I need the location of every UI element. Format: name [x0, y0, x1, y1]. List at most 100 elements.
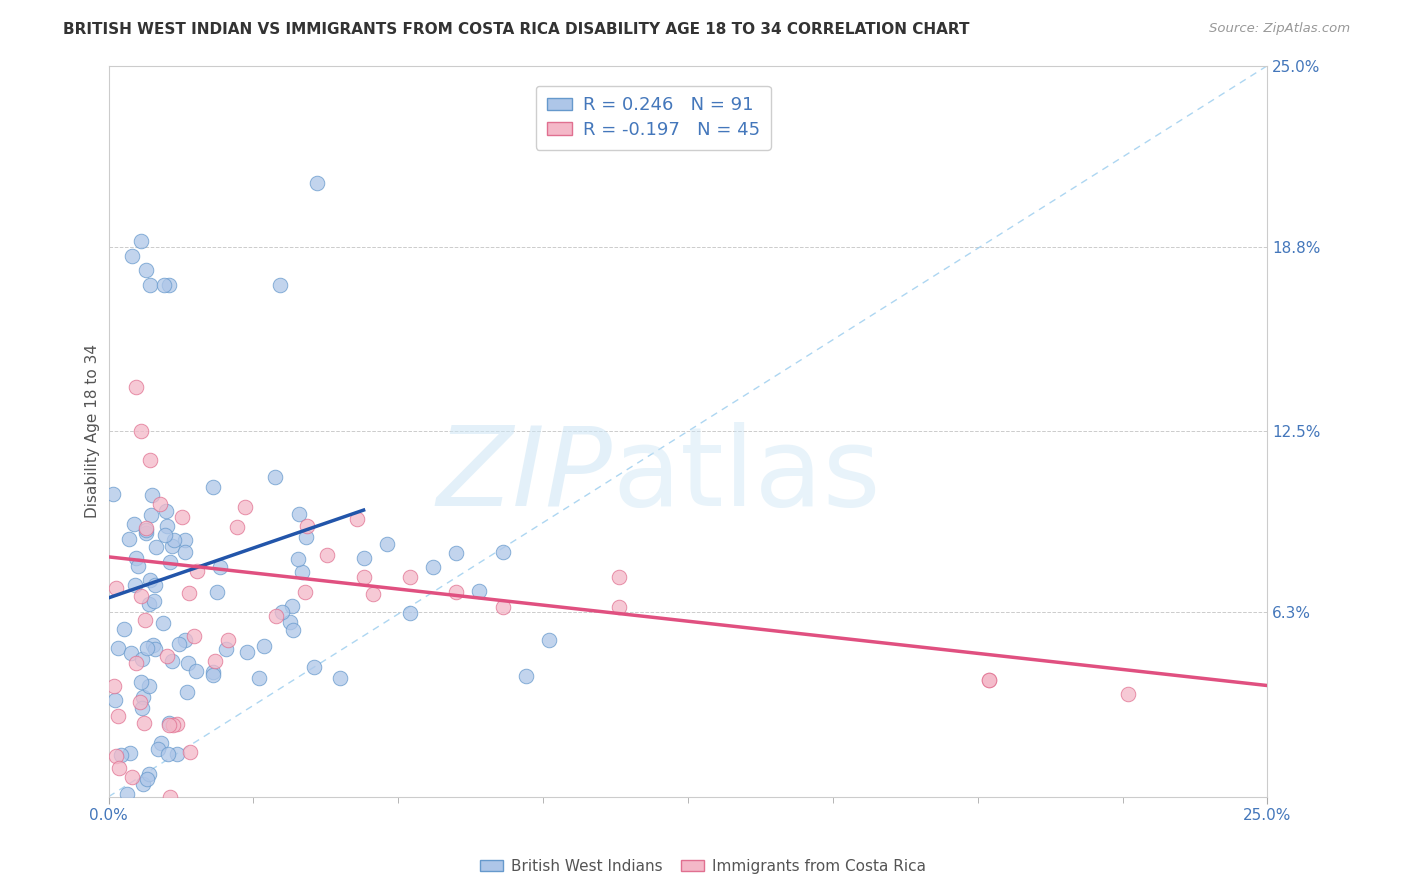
Point — [135, 263, 157, 277]
Point — [422, 560, 444, 574]
Point — [135, 521, 157, 535]
Point — [295, 519, 318, 533]
Point — [145, 541, 167, 555]
Point — [149, 497, 172, 511]
Point — [399, 606, 422, 620]
Point — [131, 589, 153, 603]
Point — [215, 642, 238, 657]
Point — [117, 788, 139, 802]
Point — [225, 519, 247, 533]
Point — [607, 599, 630, 614]
Point — [105, 749, 128, 764]
Point — [143, 641, 166, 656]
Point — [179, 745, 201, 759]
Point — [156, 649, 179, 664]
Point — [124, 516, 146, 531]
Point — [266, 608, 288, 623]
Point — [307, 176, 329, 190]
Point — [399, 570, 422, 584]
Point — [209, 560, 232, 574]
Point — [253, 639, 276, 653]
Point — [139, 277, 162, 292]
Point — [108, 761, 131, 775]
Point — [138, 767, 160, 781]
Point — [174, 633, 197, 648]
Point — [205, 585, 228, 599]
Point — [121, 249, 143, 263]
Point — [105, 582, 128, 596]
Text: BRITISH WEST INDIAN VS IMMIGRANTS FROM COSTA RICA DISABILITY AGE 18 TO 34 CORREL: BRITISH WEST INDIAN VS IMMIGRANTS FROM C… — [63, 22, 970, 37]
Point — [316, 548, 339, 562]
Point — [153, 528, 176, 542]
Point — [132, 690, 155, 705]
Point — [202, 480, 225, 494]
Point — [468, 583, 491, 598]
Point — [160, 655, 183, 669]
Y-axis label: Disability Age 18 to 34: Disability Age 18 to 34 — [86, 344, 100, 518]
Point — [157, 277, 180, 292]
Point — [177, 657, 200, 671]
Point — [283, 624, 305, 638]
Point — [120, 646, 142, 660]
Point — [163, 533, 186, 548]
Point — [537, 632, 560, 647]
Point — [125, 656, 148, 670]
Point — [131, 776, 153, 790]
Point — [127, 558, 149, 573]
Point — [103, 486, 125, 500]
Point — [491, 545, 513, 559]
Point — [295, 530, 318, 544]
Point — [156, 519, 179, 533]
Point — [166, 717, 188, 731]
Point — [138, 679, 160, 693]
Point — [131, 652, 153, 666]
Point — [170, 510, 193, 524]
Point — [118, 532, 141, 546]
Point — [271, 605, 294, 619]
Point — [143, 594, 166, 608]
Point — [177, 586, 200, 600]
Point — [107, 640, 129, 655]
Point — [202, 665, 225, 680]
Point — [515, 669, 537, 683]
Point — [375, 537, 398, 551]
Point — [979, 673, 1001, 687]
Point — [446, 546, 468, 560]
Point — [128, 695, 150, 709]
Point — [143, 577, 166, 591]
Point — [135, 640, 157, 655]
Point — [138, 597, 160, 611]
Point — [176, 685, 198, 699]
Point — [361, 586, 384, 600]
Point — [264, 469, 287, 483]
Point — [186, 664, 208, 678]
Point — [124, 578, 146, 592]
Point — [103, 679, 125, 693]
Point — [152, 615, 174, 630]
Point — [159, 556, 181, 570]
Point — [329, 671, 352, 685]
Text: ZIP: ZIP — [437, 422, 613, 528]
Point — [236, 645, 259, 659]
Point — [202, 668, 225, 682]
Point — [346, 512, 368, 526]
Point — [162, 718, 184, 732]
Point — [291, 566, 314, 580]
Point — [169, 637, 191, 651]
Point — [153, 277, 176, 292]
Point — [142, 638, 165, 652]
Point — [135, 523, 157, 537]
Point — [157, 747, 180, 761]
Point — [132, 715, 155, 730]
Point — [112, 622, 135, 636]
Point — [104, 693, 127, 707]
Point — [166, 747, 188, 762]
Point — [353, 570, 375, 584]
Point — [247, 671, 270, 685]
Point — [288, 508, 311, 522]
Point — [287, 552, 309, 566]
Point — [159, 789, 181, 804]
Point — [125, 380, 148, 394]
Point — [1118, 687, 1140, 701]
Point — [174, 533, 197, 548]
